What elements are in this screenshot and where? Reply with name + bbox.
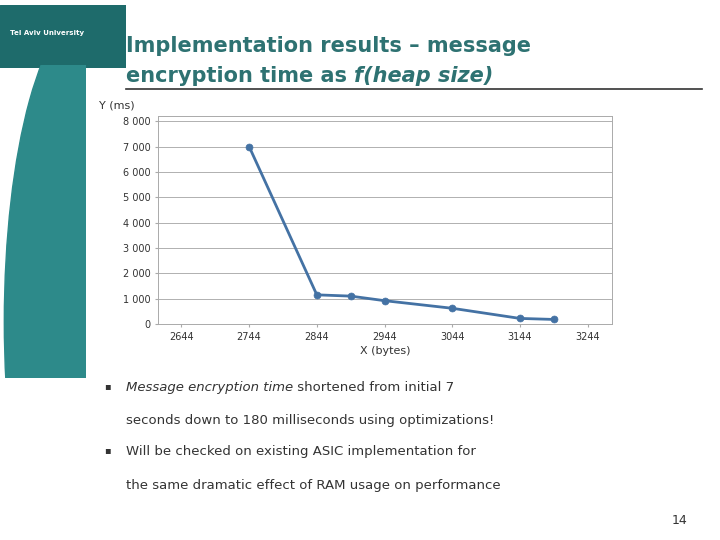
Text: Y (ms): Y (ms)	[99, 101, 135, 111]
Text: shortened from initial 7: shortened from initial 7	[293, 381, 454, 394]
Text: f(heap size): f(heap size)	[354, 65, 493, 86]
Text: seconds down to 180 milliseconds using optimizations!: seconds down to 180 milliseconds using o…	[126, 414, 494, 427]
Circle shape	[4, 9, 177, 540]
Text: Will be checked on existing ASIC implementation for: Will be checked on existing ASIC impleme…	[126, 446, 476, 458]
Text: 14: 14	[672, 514, 688, 526]
Text: Message encryption time: Message encryption time	[126, 381, 293, 394]
Text: encryption time as: encryption time as	[126, 65, 354, 86]
Text: ▪: ▪	[104, 446, 111, 456]
Text: Implementation results – message: Implementation results – message	[126, 36, 531, 56]
Text: ▪: ▪	[104, 381, 111, 391]
X-axis label: X (bytes): X (bytes)	[360, 346, 410, 356]
Text: Tel Aviv University: Tel Aviv University	[10, 30, 84, 36]
Text: the same dramatic effect of RAM usage on performance: the same dramatic effect of RAM usage on…	[126, 479, 500, 492]
